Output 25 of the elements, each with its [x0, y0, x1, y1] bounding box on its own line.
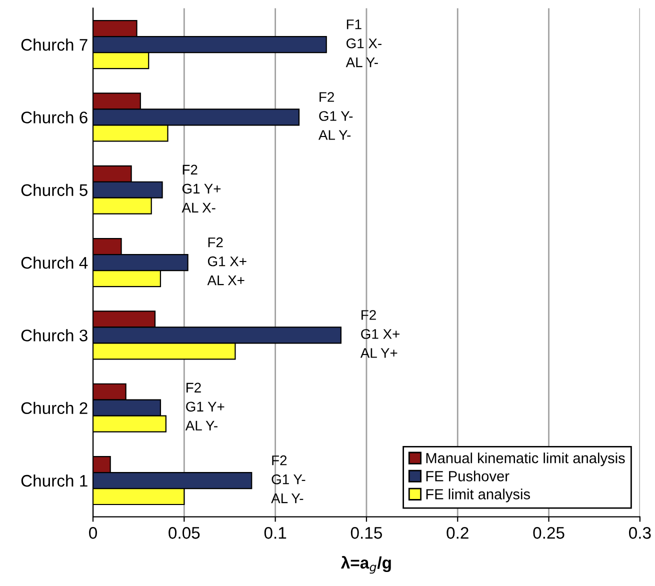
x-tick-label: 0.2	[446, 527, 468, 539]
y-tick-label: Church 1	[21, 474, 88, 487]
legend-label: FE limit analysis	[426, 488, 530, 502]
annotation: F2 G1 Y- AL Y-	[318, 92, 353, 140]
x-tick-label: 0.3	[629, 527, 651, 539]
x-tick-label: 0	[89, 527, 97, 539]
y-tick-label: Church 4	[21, 256, 88, 269]
x-tick-label: 0.25	[533, 527, 564, 539]
annotation: F1 G1 X- AL Y-	[346, 20, 382, 68]
y-tick-label: Church 5	[21, 184, 88, 196]
x-tick-label: 0.05	[168, 527, 200, 539]
annotation: F2 G1 Y+ AL Y-	[185, 382, 224, 430]
y-tick-label: Church 2	[21, 402, 88, 414]
annotation: F2 G1 Y- AL Y-	[271, 455, 306, 504]
legend-label: Manual kinematic limit analysis	[426, 452, 625, 466]
y-tick-label: Church 3	[21, 329, 88, 342]
x-tick-label: 0.15	[350, 527, 382, 539]
x-tick-label: 0.1	[264, 527, 286, 539]
x-axis-title: λ=a$_{g}$/g	[340, 556, 391, 574]
y-tick-label: Church 6	[21, 111, 88, 124]
annotation: F2 G1 X+ AL X+	[207, 237, 246, 286]
annotation: F2 G1 X+ AL Y+	[360, 310, 400, 358]
annotation: F2 G1 Y+ AL X-	[182, 164, 221, 212]
y-tick-label: Church 7	[21, 38, 88, 51]
legend-label: FE Pushover	[426, 470, 510, 482]
